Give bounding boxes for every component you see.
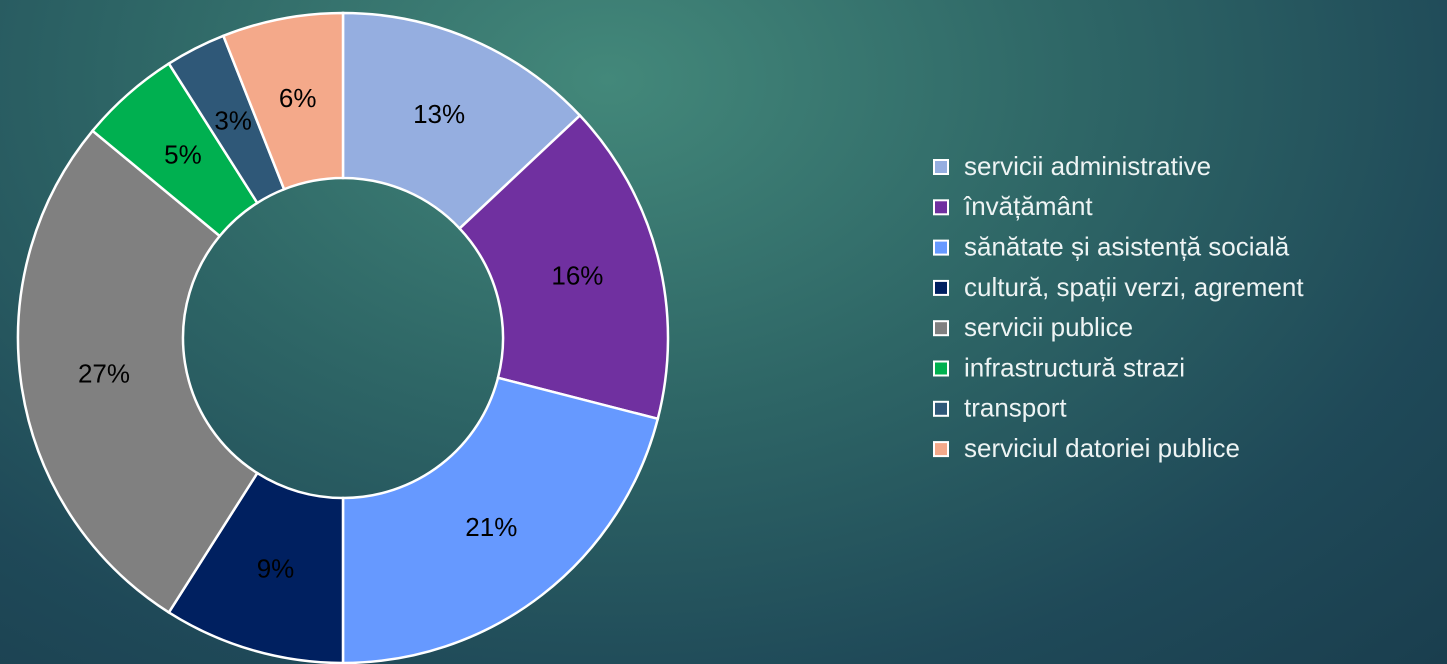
legend-swatch [933, 239, 949, 256]
donut-slice [16, 129, 259, 615]
donut-slice [457, 113, 670, 421]
donut-slice [341, 376, 660, 664]
data-label: 13% [413, 99, 465, 129]
legend-swatch [933, 159, 949, 175]
legend-label: infrastructură strazi [964, 352, 1185, 382]
legend-swatch [933, 279, 949, 296]
donut-slice [341, 11, 582, 231]
data-label: 27% [78, 359, 130, 389]
legend-swatch [933, 320, 949, 337]
legend-swatch [933, 360, 949, 377]
legend-label: servicii administrative [964, 151, 1211, 181]
legend-label: transport [964, 393, 1067, 423]
legend-label: cultură, spații verzi, agrement [964, 272, 1304, 302]
legend-label: serviciul datoriei publice [964, 433, 1240, 463]
data-label: 16% [551, 261, 603, 291]
legend-label: sănătate și asistență socială [964, 231, 1290, 261]
legend-label: învățământ [963, 191, 1093, 221]
data-label: 5% [164, 139, 202, 169]
legend-swatch [933, 441, 949, 458]
data-label: 9% [257, 553, 295, 583]
legend-swatch [933, 400, 949, 417]
data-label: 21% [465, 512, 517, 542]
legend-label: servicii publice [964, 312, 1133, 342]
donut-slice [221, 11, 345, 191]
data-label: 6% [279, 83, 317, 113]
data-label: 3% [214, 105, 252, 135]
legend-swatch [933, 199, 949, 216]
